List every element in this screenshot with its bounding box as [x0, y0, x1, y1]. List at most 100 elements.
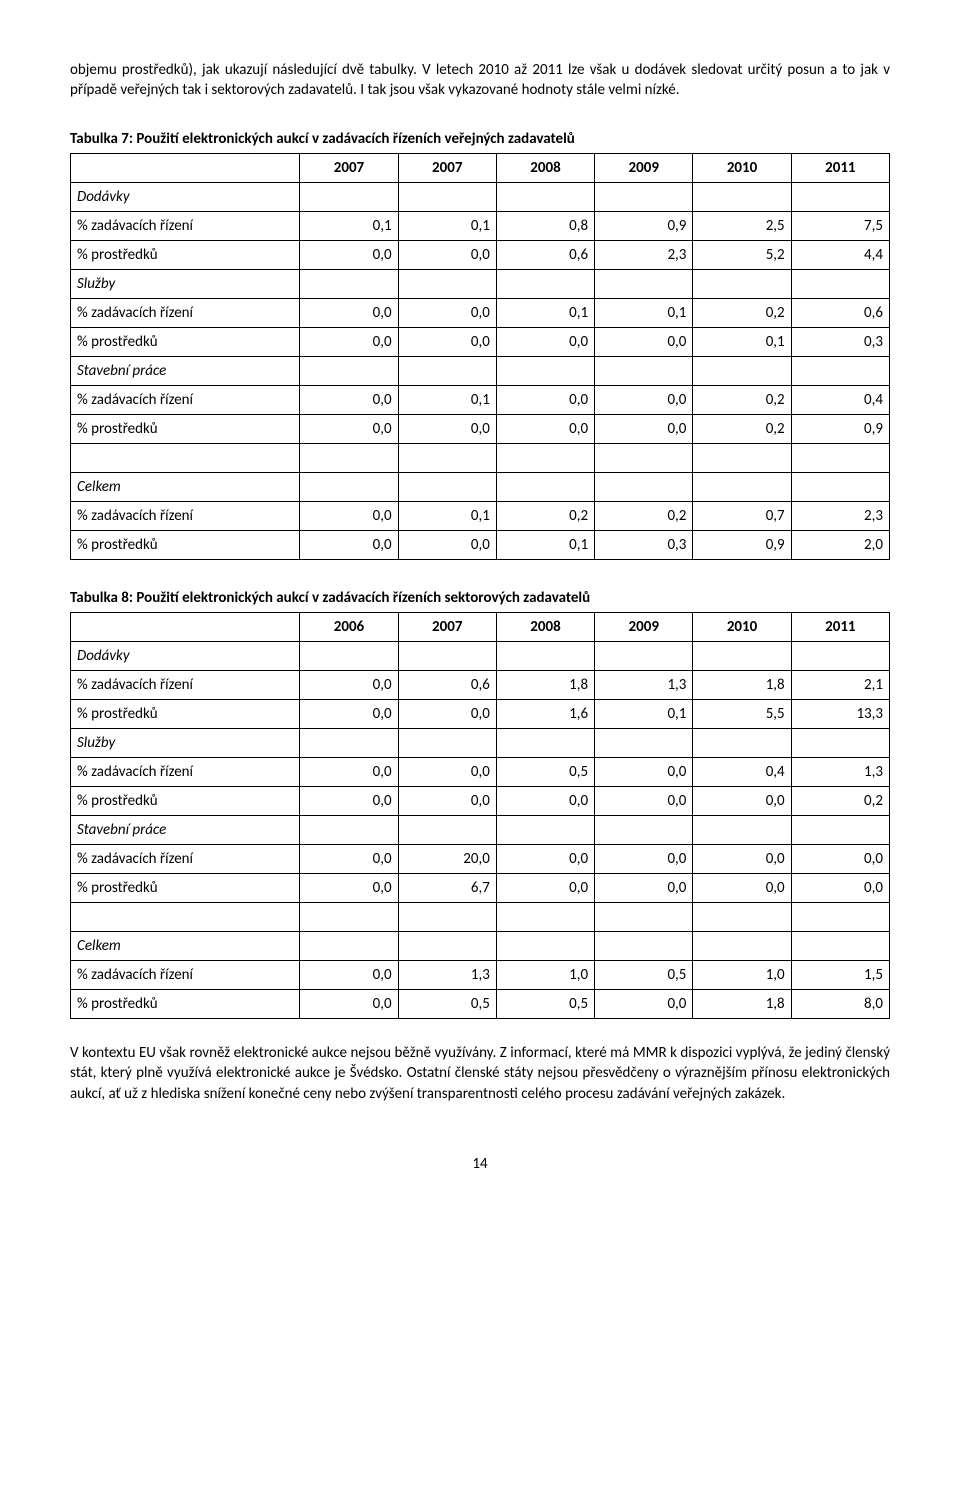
data-cell: 0,0 [300, 240, 398, 269]
empty-cell [300, 472, 398, 501]
table-header-year: 2006 [300, 613, 398, 642]
data-cell: 0,1 [496, 298, 594, 327]
empty-cell [300, 729, 398, 758]
spacer-cell [693, 443, 791, 472]
spacer-cell [300, 443, 398, 472]
data-cell: 0,1 [595, 700, 693, 729]
spacer-cell [398, 443, 496, 472]
data-cell: 0,0 [595, 327, 693, 356]
group-header: Dodávky [71, 642, 300, 671]
table-header-empty [71, 153, 300, 182]
empty-cell [791, 816, 889, 845]
empty-cell [300, 356, 398, 385]
row-label: % prostředků [71, 874, 300, 903]
table-header-year: 2010 [693, 613, 791, 642]
empty-cell [300, 269, 398, 298]
data-cell: 0,2 [693, 385, 791, 414]
data-cell: 4,4 [791, 240, 889, 269]
data-cell: 0,1 [398, 501, 496, 530]
spacer-cell [595, 443, 693, 472]
paragraph-2: V kontextu EU však rovněž elektronické a… [70, 1043, 890, 1104]
spacer-cell [398, 903, 496, 932]
data-cell: 0,0 [496, 385, 594, 414]
data-cell: 0,0 [595, 414, 693, 443]
empty-cell [595, 642, 693, 671]
empty-cell [693, 932, 791, 961]
row-label: % zadávacích řízení [71, 385, 300, 414]
empty-cell [791, 729, 889, 758]
empty-cell [693, 356, 791, 385]
empty-cell [595, 182, 693, 211]
data-cell: 1,0 [693, 961, 791, 990]
data-cell: 1,8 [693, 671, 791, 700]
empty-cell [496, 642, 594, 671]
group-header: Stavební práce [71, 816, 300, 845]
empty-cell [693, 642, 791, 671]
data-cell: 1,8 [693, 990, 791, 1019]
data-cell: 5,5 [693, 700, 791, 729]
data-cell: 13,3 [791, 700, 889, 729]
data-cell: 0,1 [300, 211, 398, 240]
data-cell: 0,0 [398, 700, 496, 729]
empty-cell [496, 816, 594, 845]
data-cell: 0,3 [595, 530, 693, 559]
empty-cell [791, 932, 889, 961]
data-cell: 0,6 [398, 671, 496, 700]
row-label: % zadávacích řízení [71, 298, 300, 327]
data-cell: 0,2 [693, 298, 791, 327]
data-cell: 0,0 [398, 414, 496, 443]
empty-cell [595, 932, 693, 961]
data-cell: 2,1 [791, 671, 889, 700]
group-header: Celkem [71, 472, 300, 501]
spacer-cell [71, 443, 300, 472]
data-cell: 2,0 [791, 530, 889, 559]
data-cell: 0,0 [693, 845, 791, 874]
row-label: % zadávacích řízení [71, 961, 300, 990]
table-header-year: 2008 [496, 153, 594, 182]
table7: 200720072008200920102011Dodávky% zadávac… [70, 153, 890, 560]
data-cell: 0,0 [398, 240, 496, 269]
data-cell: 0,2 [496, 501, 594, 530]
table-header-year: 2009 [595, 153, 693, 182]
table-header-year: 2011 [791, 153, 889, 182]
empty-cell [398, 816, 496, 845]
data-cell: 0,0 [398, 530, 496, 559]
data-cell: 0,6 [791, 298, 889, 327]
data-cell: 0,2 [791, 787, 889, 816]
empty-cell [300, 816, 398, 845]
data-cell: 1,8 [496, 671, 594, 700]
group-header: Služby [71, 729, 300, 758]
empty-cell [398, 932, 496, 961]
data-cell: 0,9 [791, 414, 889, 443]
empty-cell [693, 472, 791, 501]
data-cell: 0,8 [496, 211, 594, 240]
data-cell: 1,3 [398, 961, 496, 990]
row-label: % prostředků [71, 240, 300, 269]
empty-cell [398, 182, 496, 211]
data-cell: 0,5 [595, 961, 693, 990]
table-header-year: 2008 [496, 613, 594, 642]
data-cell: 2,3 [595, 240, 693, 269]
table-header-year: 2007 [398, 153, 496, 182]
data-cell: 0,0 [595, 385, 693, 414]
group-header: Celkem [71, 932, 300, 961]
data-cell: 0,2 [595, 501, 693, 530]
group-header: Služby [71, 269, 300, 298]
empty-cell [595, 816, 693, 845]
spacer-cell [791, 443, 889, 472]
data-cell: 0,9 [595, 211, 693, 240]
empty-cell [398, 472, 496, 501]
data-cell: 0,6 [496, 240, 594, 269]
data-cell: 0,0 [300, 845, 398, 874]
empty-cell [791, 642, 889, 671]
data-cell: 0,0 [300, 327, 398, 356]
data-cell: 0,0 [300, 787, 398, 816]
data-cell: 0,5 [398, 990, 496, 1019]
table-header-year: 2007 [300, 153, 398, 182]
data-cell: 0,0 [300, 700, 398, 729]
spacer-cell [496, 903, 594, 932]
data-cell: 0,0 [595, 845, 693, 874]
data-cell: 0,1 [693, 327, 791, 356]
table8: 200620072008200920102011Dodávky% zadávac… [70, 612, 890, 1019]
empty-cell [496, 932, 594, 961]
